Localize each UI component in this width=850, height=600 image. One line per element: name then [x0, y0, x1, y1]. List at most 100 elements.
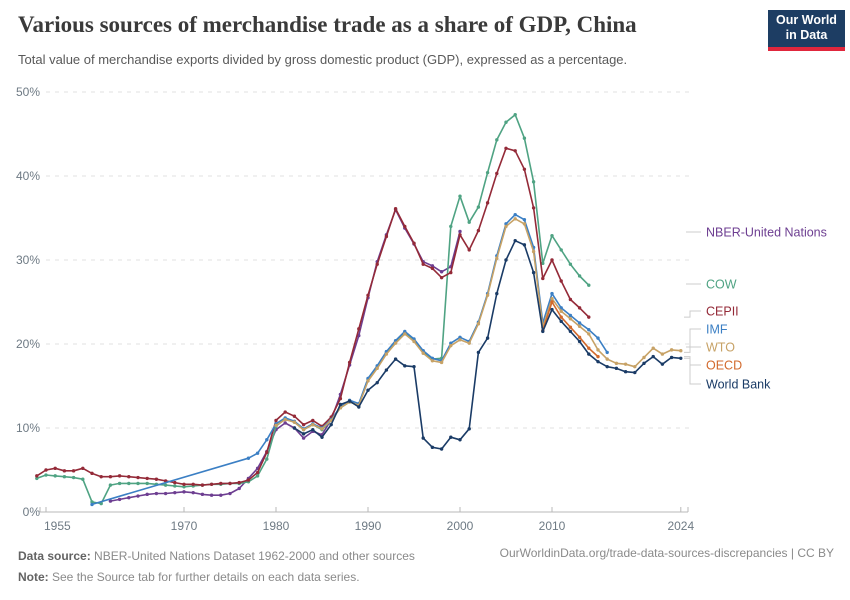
series-point[interactable] [191, 482, 195, 486]
series-point[interactable] [154, 491, 159, 496]
series-point[interactable] [623, 362, 628, 366]
series-point[interactable] [209, 482, 214, 486]
series-point[interactable] [485, 293, 490, 297]
series-point[interactable] [485, 170, 490, 175]
series-point[interactable] [35, 476, 39, 481]
series-point[interactable] [458, 438, 462, 442]
series-point[interactable] [108, 475, 113, 479]
series-point[interactable] [384, 234, 389, 239]
series-point[interactable] [577, 274, 582, 278]
series-point[interactable] [596, 336, 600, 340]
series-point[interactable] [145, 492, 149, 497]
series-point[interactable] [587, 346, 591, 350]
series-point[interactable] [651, 346, 655, 350]
legend-label-nber-united-nations[interactable]: NBER-United Nations [706, 226, 827, 240]
series-point[interactable] [550, 307, 554, 312]
series-line-nber-united-nations[interactable] [109, 208, 461, 502]
series-point[interactable] [679, 349, 683, 353]
legend-label-imf[interactable]: IMF [706, 323, 728, 337]
series-point[interactable] [265, 438, 269, 442]
series-point[interactable] [403, 329, 407, 334]
series-point[interactable] [559, 319, 563, 324]
series-point[interactable] [522, 243, 527, 247]
series-point[interactable] [246, 456, 251, 460]
series-point[interactable] [311, 427, 315, 432]
series-point[interactable] [35, 474, 39, 478]
series-point[interactable] [44, 473, 48, 477]
series-point[interactable] [228, 491, 232, 496]
series-point[interactable] [62, 469, 67, 473]
series-line-world-bank[interactable] [293, 239, 682, 450]
series-point[interactable] [458, 194, 462, 198]
series-point[interactable] [182, 485, 186, 489]
series-point[interactable] [329, 422, 333, 427]
series-point[interactable] [439, 360, 444, 365]
series-point[interactable] [163, 483, 168, 487]
series-point[interactable] [90, 500, 94, 504]
series-point[interactable] [495, 138, 499, 142]
series-point[interactable] [127, 475, 131, 479]
series-point[interactable] [495, 291, 499, 296]
series-point[interactable] [375, 262, 379, 266]
series-point[interactable] [145, 476, 149, 481]
series-point[interactable] [669, 355, 674, 360]
series-point[interactable] [458, 335, 462, 339]
series-line-cow[interactable] [35, 113, 590, 505]
series-point[interactable] [504, 146, 508, 150]
series-point[interactable] [513, 149, 517, 153]
series-point[interactable] [550, 300, 554, 304]
series-point[interactable] [467, 341, 471, 345]
series-point[interactable] [495, 171, 499, 176]
series-point[interactable] [366, 388, 370, 392]
series-point[interactable] [476, 350, 481, 355]
series-point[interactable] [90, 471, 94, 476]
series-point[interactable] [513, 212, 517, 217]
series-point[interactable] [265, 450, 269, 455]
series-point[interactable] [458, 229, 462, 234]
series-point[interactable] [136, 475, 140, 480]
series-point[interactable] [430, 445, 435, 450]
series-point[interactable] [375, 380, 379, 385]
series-point[interactable] [53, 466, 57, 471]
series-point[interactable] [357, 327, 361, 331]
legend-label-wto[interactable]: WTO [706, 341, 735, 355]
legend-label-world-bank[interactable]: World Bank [706, 378, 771, 392]
series-point[interactable] [311, 422, 315, 427]
series-point[interactable] [421, 351, 425, 355]
series-point[interactable] [669, 348, 674, 352]
series-point[interactable] [117, 497, 122, 502]
series-point[interactable] [173, 490, 177, 495]
series-point[interactable] [136, 481, 140, 486]
series-point[interactable] [550, 296, 554, 301]
series-point[interactable] [421, 436, 425, 440]
series-point[interactable] [449, 224, 453, 229]
series-point[interactable] [173, 484, 177, 488]
series-point[interactable] [292, 414, 297, 418]
series-point[interactable] [568, 329, 573, 334]
series-point[interactable] [136, 494, 140, 498]
series-point[interactable] [90, 502, 94, 507]
series-point[interactable] [504, 120, 508, 124]
series-point[interactable] [62, 475, 67, 479]
series-point[interactable] [265, 457, 269, 461]
series-point[interactable] [357, 405, 361, 409]
series-point[interactable] [467, 248, 471, 252]
series-point[interactable] [596, 354, 600, 359]
series-point[interactable] [577, 324, 582, 329]
series-point[interactable] [568, 297, 573, 302]
series-point[interactable] [154, 477, 159, 481]
series-point[interactable] [237, 486, 241, 491]
series-point[interactable] [191, 490, 195, 495]
series-point[interactable] [301, 422, 306, 427]
series-point[interactable] [430, 266, 435, 271]
series-point[interactable] [108, 499, 113, 503]
series-point[interactable] [366, 293, 370, 297]
series-point[interactable] [449, 270, 453, 275]
series-point[interactable] [541, 329, 545, 334]
series-point[interactable] [531, 180, 536, 184]
series-point[interactable] [504, 258, 508, 262]
series-point[interactable] [412, 339, 416, 344]
series-point[interactable] [476, 228, 481, 233]
series-point[interactable] [320, 435, 324, 439]
series-point[interactable] [117, 474, 122, 478]
